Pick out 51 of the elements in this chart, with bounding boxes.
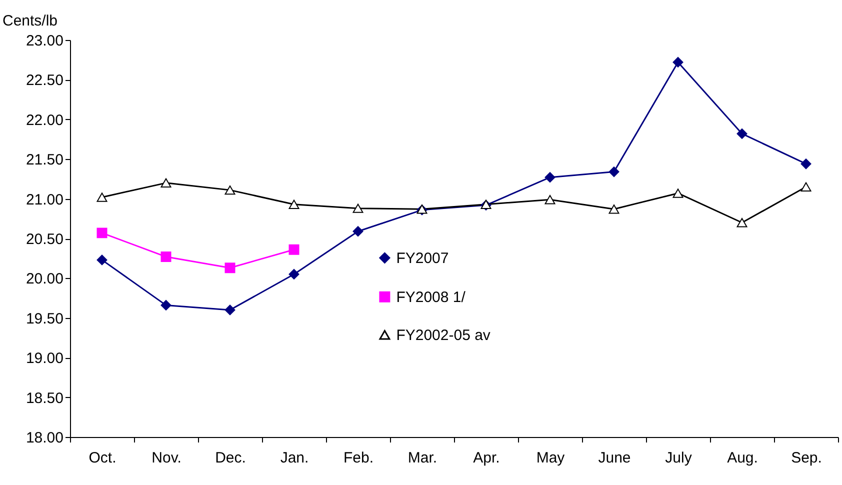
- x-tick-label: May: [536, 450, 566, 466]
- x-tick-label: Apr.: [473, 450, 500, 466]
- y-tick-label: 20.00: [26, 270, 64, 288]
- point: [800, 182, 812, 192]
- legend-label: FY2008 1/: [396, 288, 466, 306]
- y-tick-label: 22.50: [26, 72, 64, 90]
- point: [352, 204, 364, 213]
- x-tick-label: Aug.: [727, 450, 758, 466]
- point: [96, 228, 108, 238]
- point: [544, 172, 556, 183]
- y-tick-label: 23.00: [26, 32, 64, 50]
- point: [800, 158, 812, 170]
- x-tick-label: Feb.: [343, 450, 374, 466]
- y-tick-label: 18.50: [26, 390, 64, 407]
- point: [224, 185, 236, 195]
- point: [288, 268, 300, 280]
- point: [288, 200, 300, 209]
- y-tick-label: 21.50: [26, 152, 64, 169]
- y-tick-label: 19.00: [26, 350, 64, 368]
- x-tick-label: Nov.: [152, 450, 182, 466]
- x-tick-label: June: [598, 450, 631, 466]
- point: [160, 178, 172, 188]
- point: [160, 300, 172, 310]
- legend-label: FY2002-05 av: [396, 326, 491, 344]
- point: [224, 304, 236, 316]
- point: [736, 218, 748, 228]
- y-tick-label: 20.50: [26, 231, 64, 248]
- point: [96, 192, 108, 202]
- point: [608, 166, 620, 178]
- x-tick-label: Jan.: [280, 450, 309, 466]
- legend-label: FY2007: [396, 250, 449, 267]
- x-tick-label: Oct.: [88, 450, 116, 466]
- x-tick-label: Sep.: [791, 450, 822, 466]
- y-tick-label: 18.00: [26, 430, 64, 446]
- point: [224, 262, 236, 274]
- point: [608, 204, 620, 214]
- point: [288, 244, 300, 255]
- point: [96, 254, 108, 266]
- point: [672, 56, 684, 68]
- y-tick-label: 19.50: [26, 310, 64, 328]
- y-tick-label: 22.00: [26, 112, 64, 129]
- x-tick-label: Dec.: [215, 450, 246, 466]
- point: [544, 194, 556, 204]
- point: [736, 128, 748, 139]
- x-tick-label: Mar.: [408, 450, 438, 466]
- point: [160, 252, 172, 262]
- x-tick-label: July: [665, 450, 692, 466]
- y-tick-label: 21.00: [26, 191, 64, 208]
- point: [672, 188, 684, 198]
- y-axis-title: Cents/lb: [2, 12, 58, 30]
- point: [352, 226, 364, 237]
